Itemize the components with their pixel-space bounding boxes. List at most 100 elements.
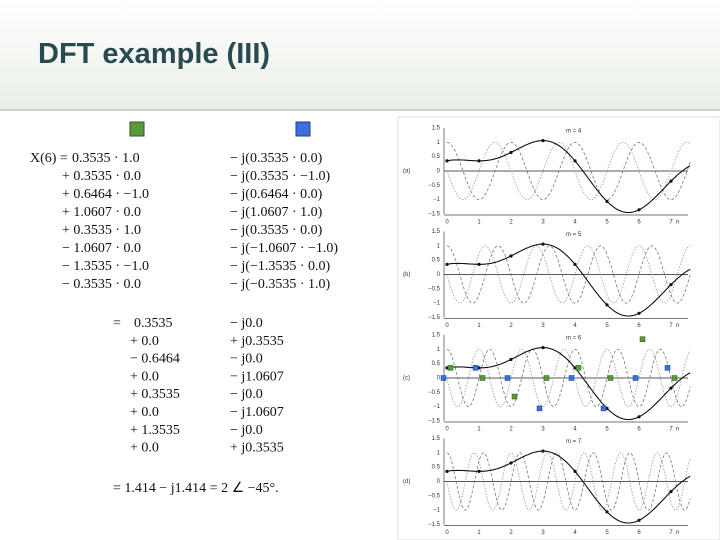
result: = 1.414 − j1.414 = 2 ∠ −45°.: [113, 481, 279, 496]
sin-wave: [446, 348, 691, 408]
y-tick-label: −1: [433, 301, 441, 307]
y-tick-label: −1: [433, 197, 441, 203]
x-tick-label: 1: [477, 427, 481, 433]
x-tick-label: 4: [573, 427, 577, 433]
sample-dot: [669, 179, 673, 183]
x-tick-label: 3: [541, 427, 545, 433]
sample-dot: [605, 303, 609, 307]
panel-m: m = 4: [566, 129, 582, 135]
sample-dot: [477, 469, 481, 473]
x-axis-label: n: [676, 220, 679, 226]
product-imag: + j0.3535: [230, 334, 284, 349]
product-real: + 0.0: [130, 369, 159, 384]
product-real: 0.3535: [134, 316, 173, 331]
term-imag: − j(−1.0607 · −1.0): [230, 241, 338, 256]
y-tick-label: −1.5: [428, 212, 441, 218]
sample-dot: [445, 262, 449, 266]
sample-dot: [541, 345, 545, 350]
green-product: [543, 375, 550, 381]
blue-square: [295, 121, 311, 137]
y-tick-label: 0.5: [432, 154, 441, 160]
term-imag: − j(0.6464 · 0.0): [230, 187, 323, 202]
y-tick-label: −0.5: [428, 390, 441, 396]
x-tick-label: 7: [669, 220, 673, 226]
sample-dot: [509, 357, 513, 362]
product-imag: − j1.0607: [230, 369, 284, 384]
x-axis-label: n: [676, 323, 679, 329]
sample-dot: [637, 415, 641, 419]
signal-wave: [446, 450, 691, 524]
term-imag: − j(0.3535 · 0.0): [230, 223, 323, 238]
y-tick-label: −0.5: [428, 286, 441, 292]
term-real: − 1.3535 · −1.0: [62, 259, 149, 274]
sample-dot: [445, 469, 449, 473]
y-tick-label: 0: [437, 169, 441, 175]
x-tick-label: 7: [669, 530, 673, 536]
x-axis-label: n: [676, 427, 679, 433]
cos-wave: [446, 141, 691, 201]
x-tick-label: 6: [637, 220, 641, 226]
panel-m: m = 6: [566, 336, 582, 342]
green-product: [607, 375, 614, 381]
green-product: [671, 375, 678, 381]
y-tick-label: 1: [437, 450, 441, 456]
term-real: + 0.3535 · 0.0: [62, 169, 141, 184]
x-tick-label: 4: [573, 323, 577, 329]
y-tick-label: 1.5: [432, 126, 441, 132]
y-tick-label: −0.5: [428, 493, 441, 499]
term-real: − 0.3535 · 0.0: [62, 277, 141, 292]
product-real: + 0.3535: [130, 387, 180, 402]
green-product: [479, 375, 486, 381]
x-tick-label: 3: [541, 530, 545, 536]
sample-dot: [573, 469, 577, 473]
header-band: [0, 0, 720, 110]
signal-wave: [446, 140, 691, 214]
green-product: [447, 365, 454, 371]
y-tick-label: −1: [433, 404, 441, 410]
green-product: [639, 336, 646, 342]
figure-frame: [397, 116, 720, 540]
x-tick-label: 2: [509, 427, 513, 433]
product-real: + 0.0: [130, 405, 159, 420]
term-imag: − j(−1.3535 · 0.0): [230, 259, 331, 274]
sample-dot: [637, 311, 641, 315]
product-real: + 1.3535: [130, 423, 180, 438]
blue-product: [664, 365, 671, 371]
sample-dot: [541, 242, 545, 246]
x-tick-label: 2: [509, 323, 513, 329]
x-tick-label: 6: [637, 323, 641, 329]
panel-m: m = 7: [566, 439, 582, 445]
sample-dot: [669, 283, 673, 287]
x-tick-label: 0: [445, 220, 449, 226]
sample-dot: [573, 262, 577, 266]
blue-product: [568, 375, 575, 381]
panel-m: m = 5: [566, 232, 582, 238]
blue-product: [632, 375, 639, 381]
equals: =: [113, 316, 121, 331]
y-tick-label: 0.5: [432, 361, 441, 367]
sample-dot: [541, 449, 545, 453]
y-tick-label: 0: [437, 479, 441, 485]
x-tick-label: 4: [573, 220, 577, 226]
term-imag: − j(0.3535 · −1.0): [230, 169, 331, 184]
sample-dot: [477, 262, 481, 266]
x-tick-label: 1: [477, 323, 481, 329]
blue-product: [504, 375, 511, 381]
term-real: + 1.0607 · 0.0: [62, 205, 141, 220]
term-imag: − j(1.0607 · 1.0): [230, 205, 323, 220]
blue-product: [440, 375, 447, 381]
y-tick-label: −1.5: [428, 419, 441, 425]
product-real: + 0.0: [130, 441, 159, 456]
sample-dot: [509, 254, 513, 258]
term-real: 0.3535 · 1.0: [72, 151, 140, 166]
x-tick-label: 1: [477, 220, 481, 226]
x-tick-label: 0: [445, 323, 449, 329]
term-imag: − j(−0.3535 · 1.0): [230, 277, 331, 292]
sample-dot: [477, 159, 481, 163]
x-tick-label: 5: [605, 220, 609, 226]
x-tick-label: 5: [605, 323, 609, 329]
x-tick-label: 3: [541, 220, 545, 226]
product-real: − 0.6464: [130, 352, 180, 367]
panel-label: (a): [403, 169, 410, 175]
x-tick-label: 1: [477, 530, 481, 536]
